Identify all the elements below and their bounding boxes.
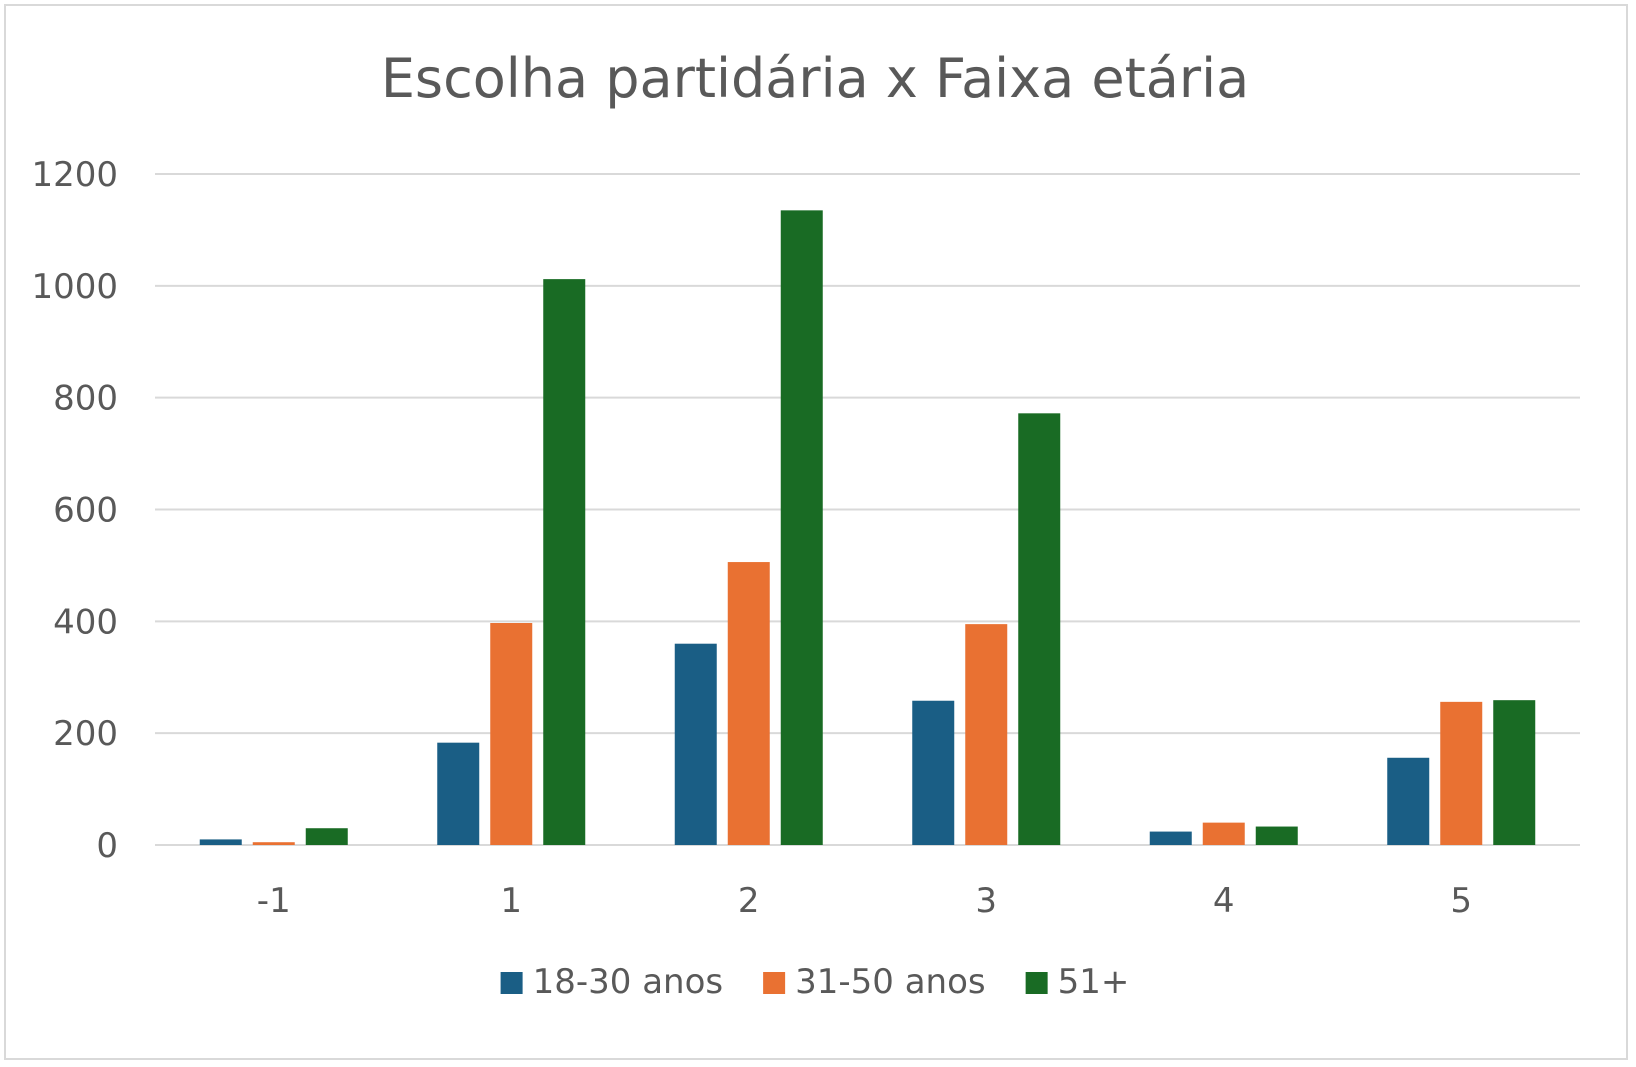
- bar: [727, 562, 770, 845]
- bar: [490, 623, 533, 845]
- bar: [1202, 822, 1245, 845]
- x-axis-ticks: -1 1 2 3 4 5: [257, 881, 1472, 921]
- x-tick-label: -1: [257, 881, 291, 921]
- bar: [965, 624, 1008, 845]
- bar: [199, 839, 242, 845]
- legend-item: 51+: [1025, 962, 1130, 1002]
- bar: [437, 742, 480, 845]
- bar: [252, 842, 295, 845]
- legend-swatch: [1025, 972, 1048, 994]
- legend: 18-30 anos 31-50 anos 51+: [500, 962, 1130, 1002]
- bar: [1493, 700, 1536, 845]
- y-tick-label: 400: [53, 602, 118, 642]
- y-tick-label: 600: [53, 491, 118, 531]
- bar: [780, 210, 823, 846]
- legend-item: 31-50 anos: [763, 962, 986, 1002]
- bars: [199, 210, 1536, 846]
- x-tick-label: 1: [500, 881, 522, 921]
- x-tick-label: 5: [1450, 881, 1472, 921]
- legend-swatch: [500, 972, 523, 994]
- chart-title: Escolha partidária x Faixa etária: [381, 47, 1249, 110]
- y-tick-label: 800: [53, 379, 118, 419]
- x-tick-label: 3: [975, 881, 997, 921]
- x-tick-label: 4: [1213, 881, 1235, 921]
- bar: [543, 279, 586, 846]
- bar: [1440, 701, 1483, 845]
- y-axis-ticks: 0 200 400 600 800 1000 1200: [31, 155, 118, 866]
- bar: [1255, 826, 1298, 845]
- x-tick-label: 2: [738, 881, 760, 921]
- bar: [1387, 757, 1430, 845]
- legend-item: 18-30 anos: [500, 962, 724, 1002]
- bar: [912, 700, 955, 845]
- y-tick-label: 200: [53, 714, 118, 754]
- legend-label: 18-30 anos: [533, 962, 724, 1002]
- y-tick-label: 1000: [31, 267, 118, 307]
- bar: [1018, 413, 1061, 845]
- legend-label: 31-50 anos: [795, 962, 986, 1002]
- legend-swatch: [763, 972, 786, 994]
- y-tick-label: 0: [96, 826, 118, 866]
- bar: [305, 828, 348, 845]
- bar: [1149, 831, 1192, 845]
- legend-label: 51+: [1058, 962, 1130, 1002]
- bar: [674, 643, 717, 845]
- y-tick-label: 1200: [31, 155, 118, 195]
- grid: [155, 173, 1580, 846]
